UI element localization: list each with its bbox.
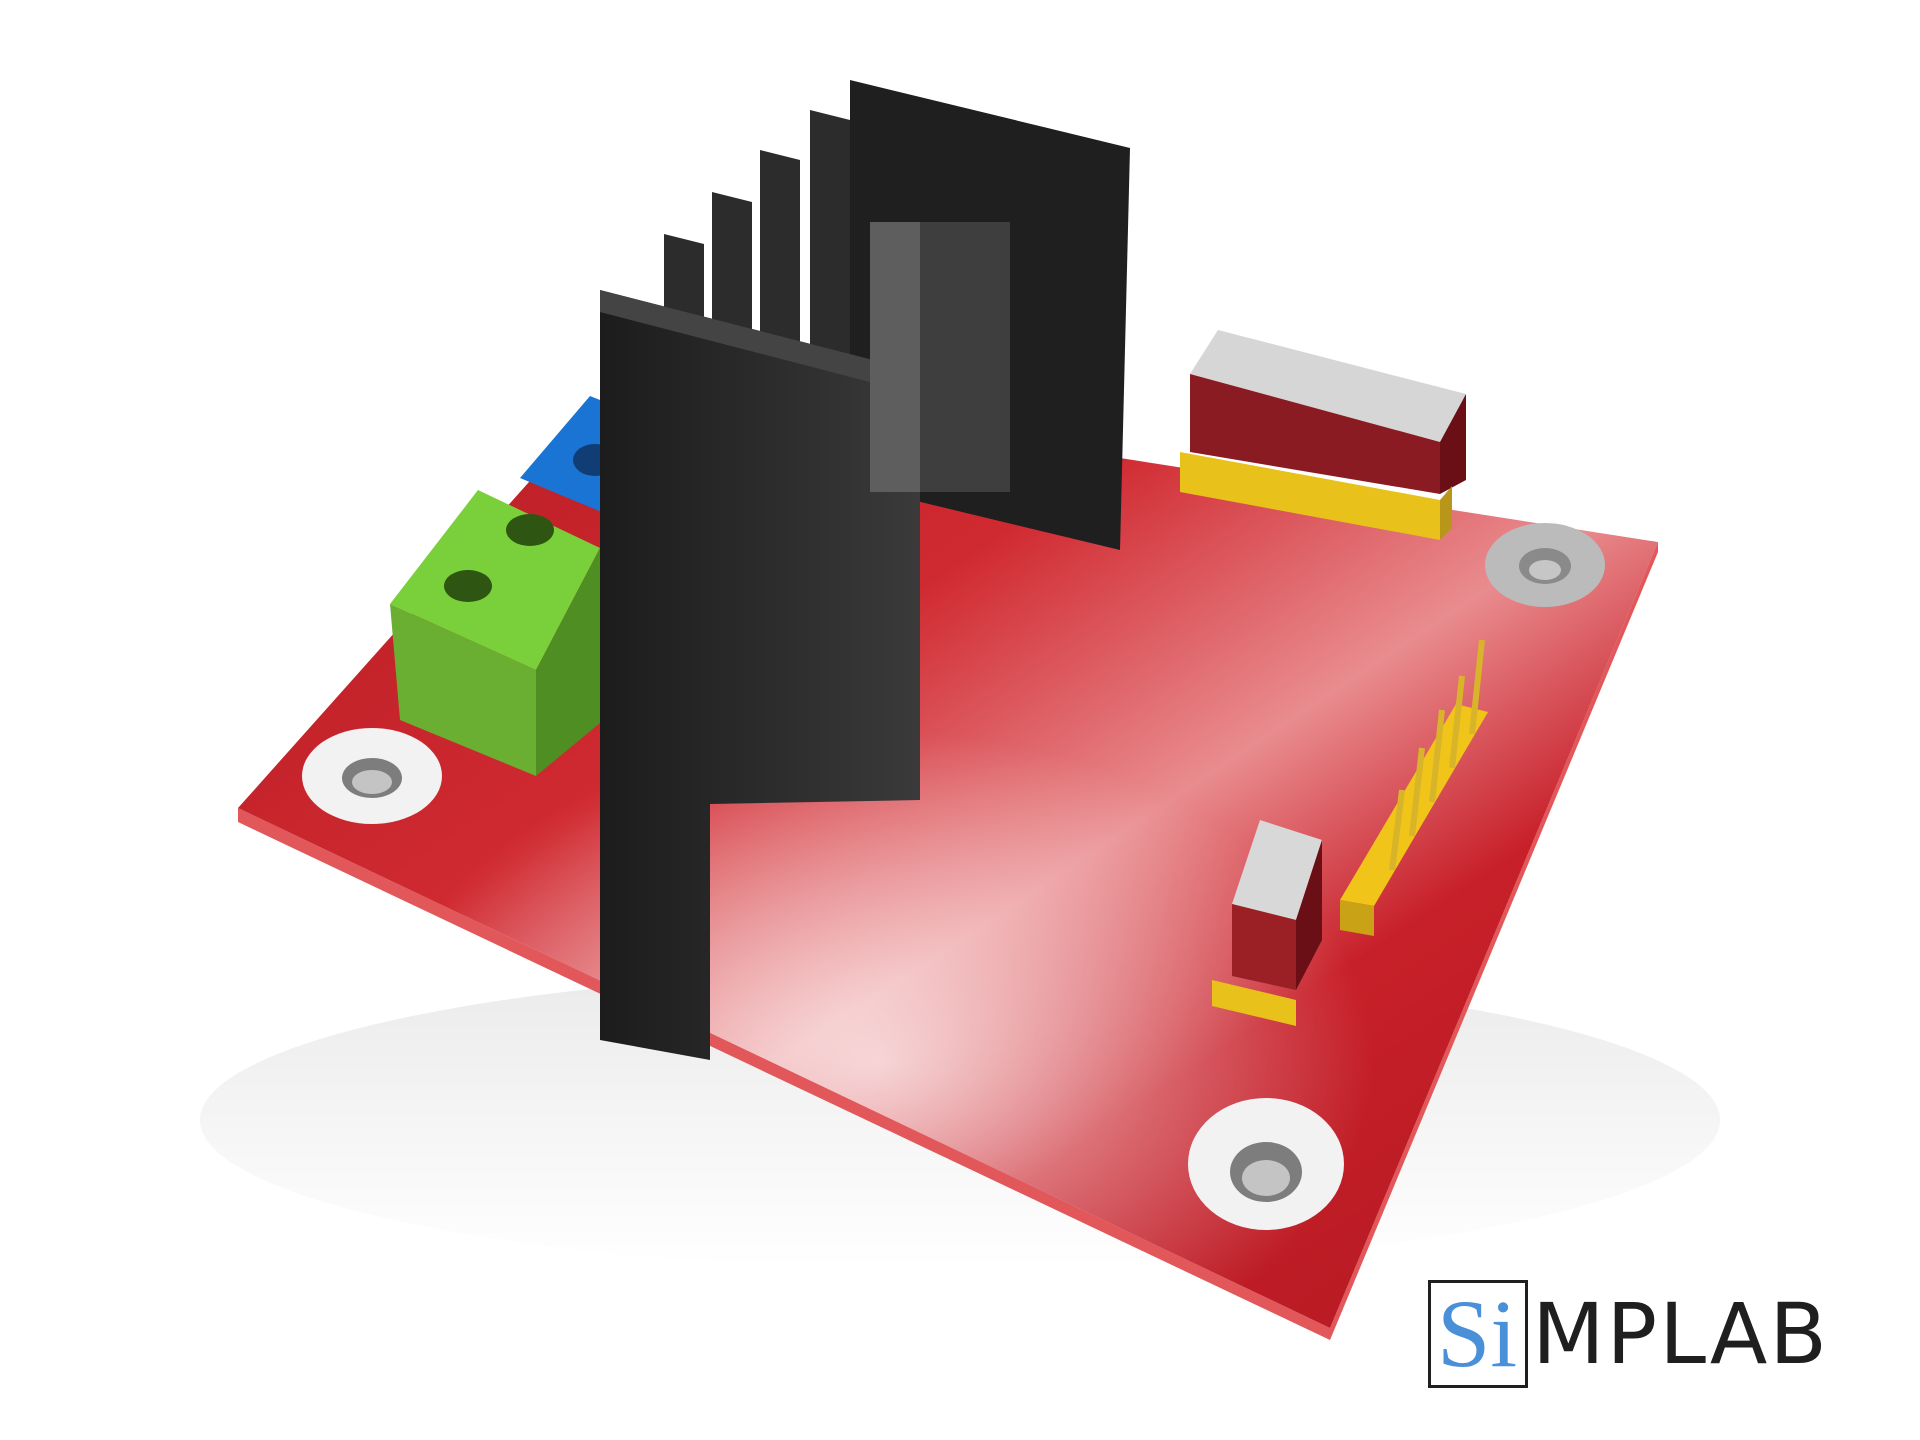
simplab-logo: Si MPLAB xyxy=(1428,1278,1829,1390)
heatsink-icon xyxy=(600,80,1130,1060)
logo-prefix: Si xyxy=(1437,1280,1518,1387)
logo-box: Si xyxy=(1428,1280,1529,1388)
mounting-hole-icon xyxy=(1188,1098,1344,1230)
logo-text: MPLAB xyxy=(1532,1285,1830,1383)
mounting-hole-icon xyxy=(1485,523,1605,607)
capacitor-icon xyxy=(1180,330,1466,540)
capacitor-icon xyxy=(1212,820,1322,1026)
pin-header-icon xyxy=(1340,639,1488,936)
mounting-hole-icon xyxy=(302,728,442,824)
